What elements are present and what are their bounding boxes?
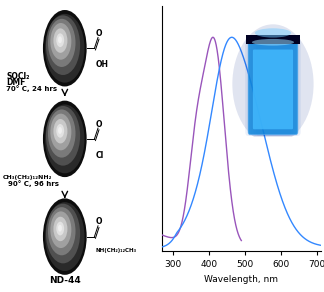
Circle shape <box>46 106 80 166</box>
FancyBboxPatch shape <box>248 38 298 136</box>
Text: NH(CH₂)₁₂CH₃: NH(CH₂)₁₂CH₃ <box>95 248 136 253</box>
Circle shape <box>56 33 64 47</box>
Circle shape <box>58 225 62 232</box>
Bar <box>246 35 300 44</box>
Text: ND-44: ND-44 <box>49 276 81 285</box>
Circle shape <box>48 19 75 67</box>
Circle shape <box>46 204 80 263</box>
Text: 90° C, 96 hrs: 90° C, 96 hrs <box>8 180 59 187</box>
Text: Cl: Cl <box>96 151 104 160</box>
Circle shape <box>53 217 67 241</box>
Circle shape <box>50 211 71 248</box>
Circle shape <box>58 127 62 134</box>
Circle shape <box>45 105 85 173</box>
FancyBboxPatch shape <box>256 38 292 136</box>
Circle shape <box>56 124 64 138</box>
Circle shape <box>43 10 87 86</box>
Circle shape <box>48 207 75 255</box>
Circle shape <box>56 222 64 235</box>
Ellipse shape <box>255 28 291 38</box>
FancyBboxPatch shape <box>248 41 298 135</box>
Text: O: O <box>96 217 103 226</box>
Circle shape <box>53 119 67 143</box>
Circle shape <box>50 114 71 150</box>
FancyBboxPatch shape <box>253 50 293 129</box>
Circle shape <box>45 202 85 271</box>
Text: O: O <box>96 29 103 38</box>
FancyBboxPatch shape <box>245 38 301 136</box>
Text: SOCl₂: SOCl₂ <box>6 72 30 81</box>
Circle shape <box>46 15 80 75</box>
Text: DMF: DMF <box>6 78 26 87</box>
FancyBboxPatch shape <box>253 38 294 136</box>
Circle shape <box>53 28 67 53</box>
Ellipse shape <box>252 39 294 46</box>
X-axis label: Wavelength, nm: Wavelength, nm <box>204 275 278 284</box>
Circle shape <box>50 23 71 60</box>
Ellipse shape <box>232 24 314 144</box>
Text: O: O <box>96 120 103 129</box>
Circle shape <box>48 110 75 158</box>
Text: OH: OH <box>96 60 109 69</box>
FancyBboxPatch shape <box>250 38 296 136</box>
Circle shape <box>58 36 62 43</box>
Text: 70° C, 24 hrs: 70° C, 24 hrs <box>6 85 58 92</box>
Circle shape <box>43 101 87 177</box>
Text: CH₃(CH₂)₁₂NH₂: CH₃(CH₂)₁₂NH₂ <box>3 175 52 180</box>
Circle shape <box>43 198 87 275</box>
Circle shape <box>45 14 85 83</box>
